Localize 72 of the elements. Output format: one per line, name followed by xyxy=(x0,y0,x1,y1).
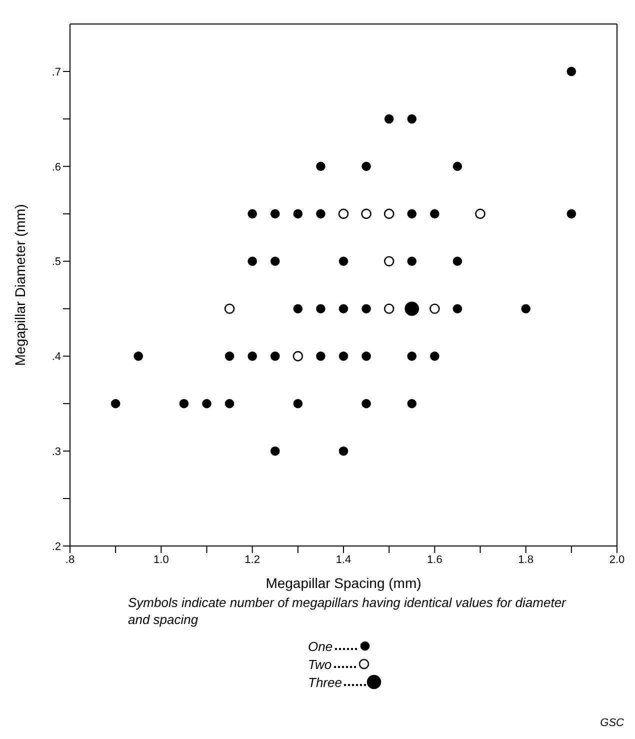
x-tick-label: 1.0 xyxy=(154,554,169,566)
point xyxy=(407,209,417,218)
x-tick-label: 1.8 xyxy=(518,554,534,566)
point xyxy=(361,208,372,219)
y-tick-label: .3 xyxy=(52,446,61,458)
point xyxy=(407,256,417,266)
point xyxy=(407,398,417,408)
point xyxy=(179,398,189,408)
point xyxy=(430,304,440,314)
point xyxy=(293,398,303,408)
point xyxy=(248,209,257,218)
point xyxy=(270,256,280,266)
y-axis-title: Megapillar Diameter (mm) xyxy=(12,204,28,366)
point xyxy=(338,304,348,314)
point xyxy=(248,256,257,266)
point xyxy=(430,209,440,218)
x-tick-label: 1.4 xyxy=(336,554,352,566)
point xyxy=(270,352,280,361)
legend-label: Three xyxy=(308,675,342,690)
point xyxy=(270,209,280,218)
point xyxy=(316,352,326,361)
point xyxy=(224,398,234,408)
point xyxy=(338,352,348,361)
point xyxy=(110,398,120,408)
point xyxy=(404,302,420,316)
point xyxy=(270,446,280,456)
legend-label: Two xyxy=(308,657,332,672)
point xyxy=(362,162,371,172)
point xyxy=(224,352,234,361)
point xyxy=(248,352,257,361)
point xyxy=(362,398,371,408)
point xyxy=(362,352,371,361)
point xyxy=(475,208,486,219)
y-tick-label: .2 xyxy=(52,540,61,553)
point xyxy=(338,446,348,456)
legend-label: One xyxy=(308,639,333,654)
point xyxy=(407,352,417,361)
y-tick-label: .5 xyxy=(52,256,61,268)
point xyxy=(384,114,394,124)
point xyxy=(316,304,326,314)
x-axis-title: Megapillar Spacing (mm) xyxy=(266,575,422,591)
point xyxy=(134,352,144,361)
point xyxy=(452,256,462,266)
text: GSC xyxy=(600,717,624,729)
point xyxy=(566,66,576,76)
point xyxy=(338,208,349,219)
point xyxy=(202,398,212,408)
point xyxy=(224,304,235,314)
point xyxy=(521,304,530,314)
point xyxy=(384,208,394,219)
point xyxy=(452,304,462,314)
point xyxy=(452,162,462,172)
point xyxy=(316,209,326,218)
x-tick-label: .8 xyxy=(65,554,75,566)
point xyxy=(293,304,303,314)
legend-title: Symbols indicate number of megapillars having identical values for diameter and spacing xyxy=(128,594,568,628)
point xyxy=(316,162,326,172)
point xyxy=(566,209,576,218)
x-tick-label: 1.6 xyxy=(427,554,442,566)
point xyxy=(338,256,348,266)
y-tick-label: .4 xyxy=(52,351,61,364)
x-tick-label: 1.2 xyxy=(244,554,260,566)
point xyxy=(384,304,394,314)
point xyxy=(407,114,417,124)
point xyxy=(292,351,304,362)
y-tick-label: .6 xyxy=(52,161,61,174)
y-tick-label: .7 xyxy=(52,66,61,78)
point xyxy=(384,256,394,266)
x-tick-label: 2.0 xyxy=(609,554,625,566)
point xyxy=(430,352,440,361)
point xyxy=(362,304,371,314)
point xyxy=(293,209,303,218)
